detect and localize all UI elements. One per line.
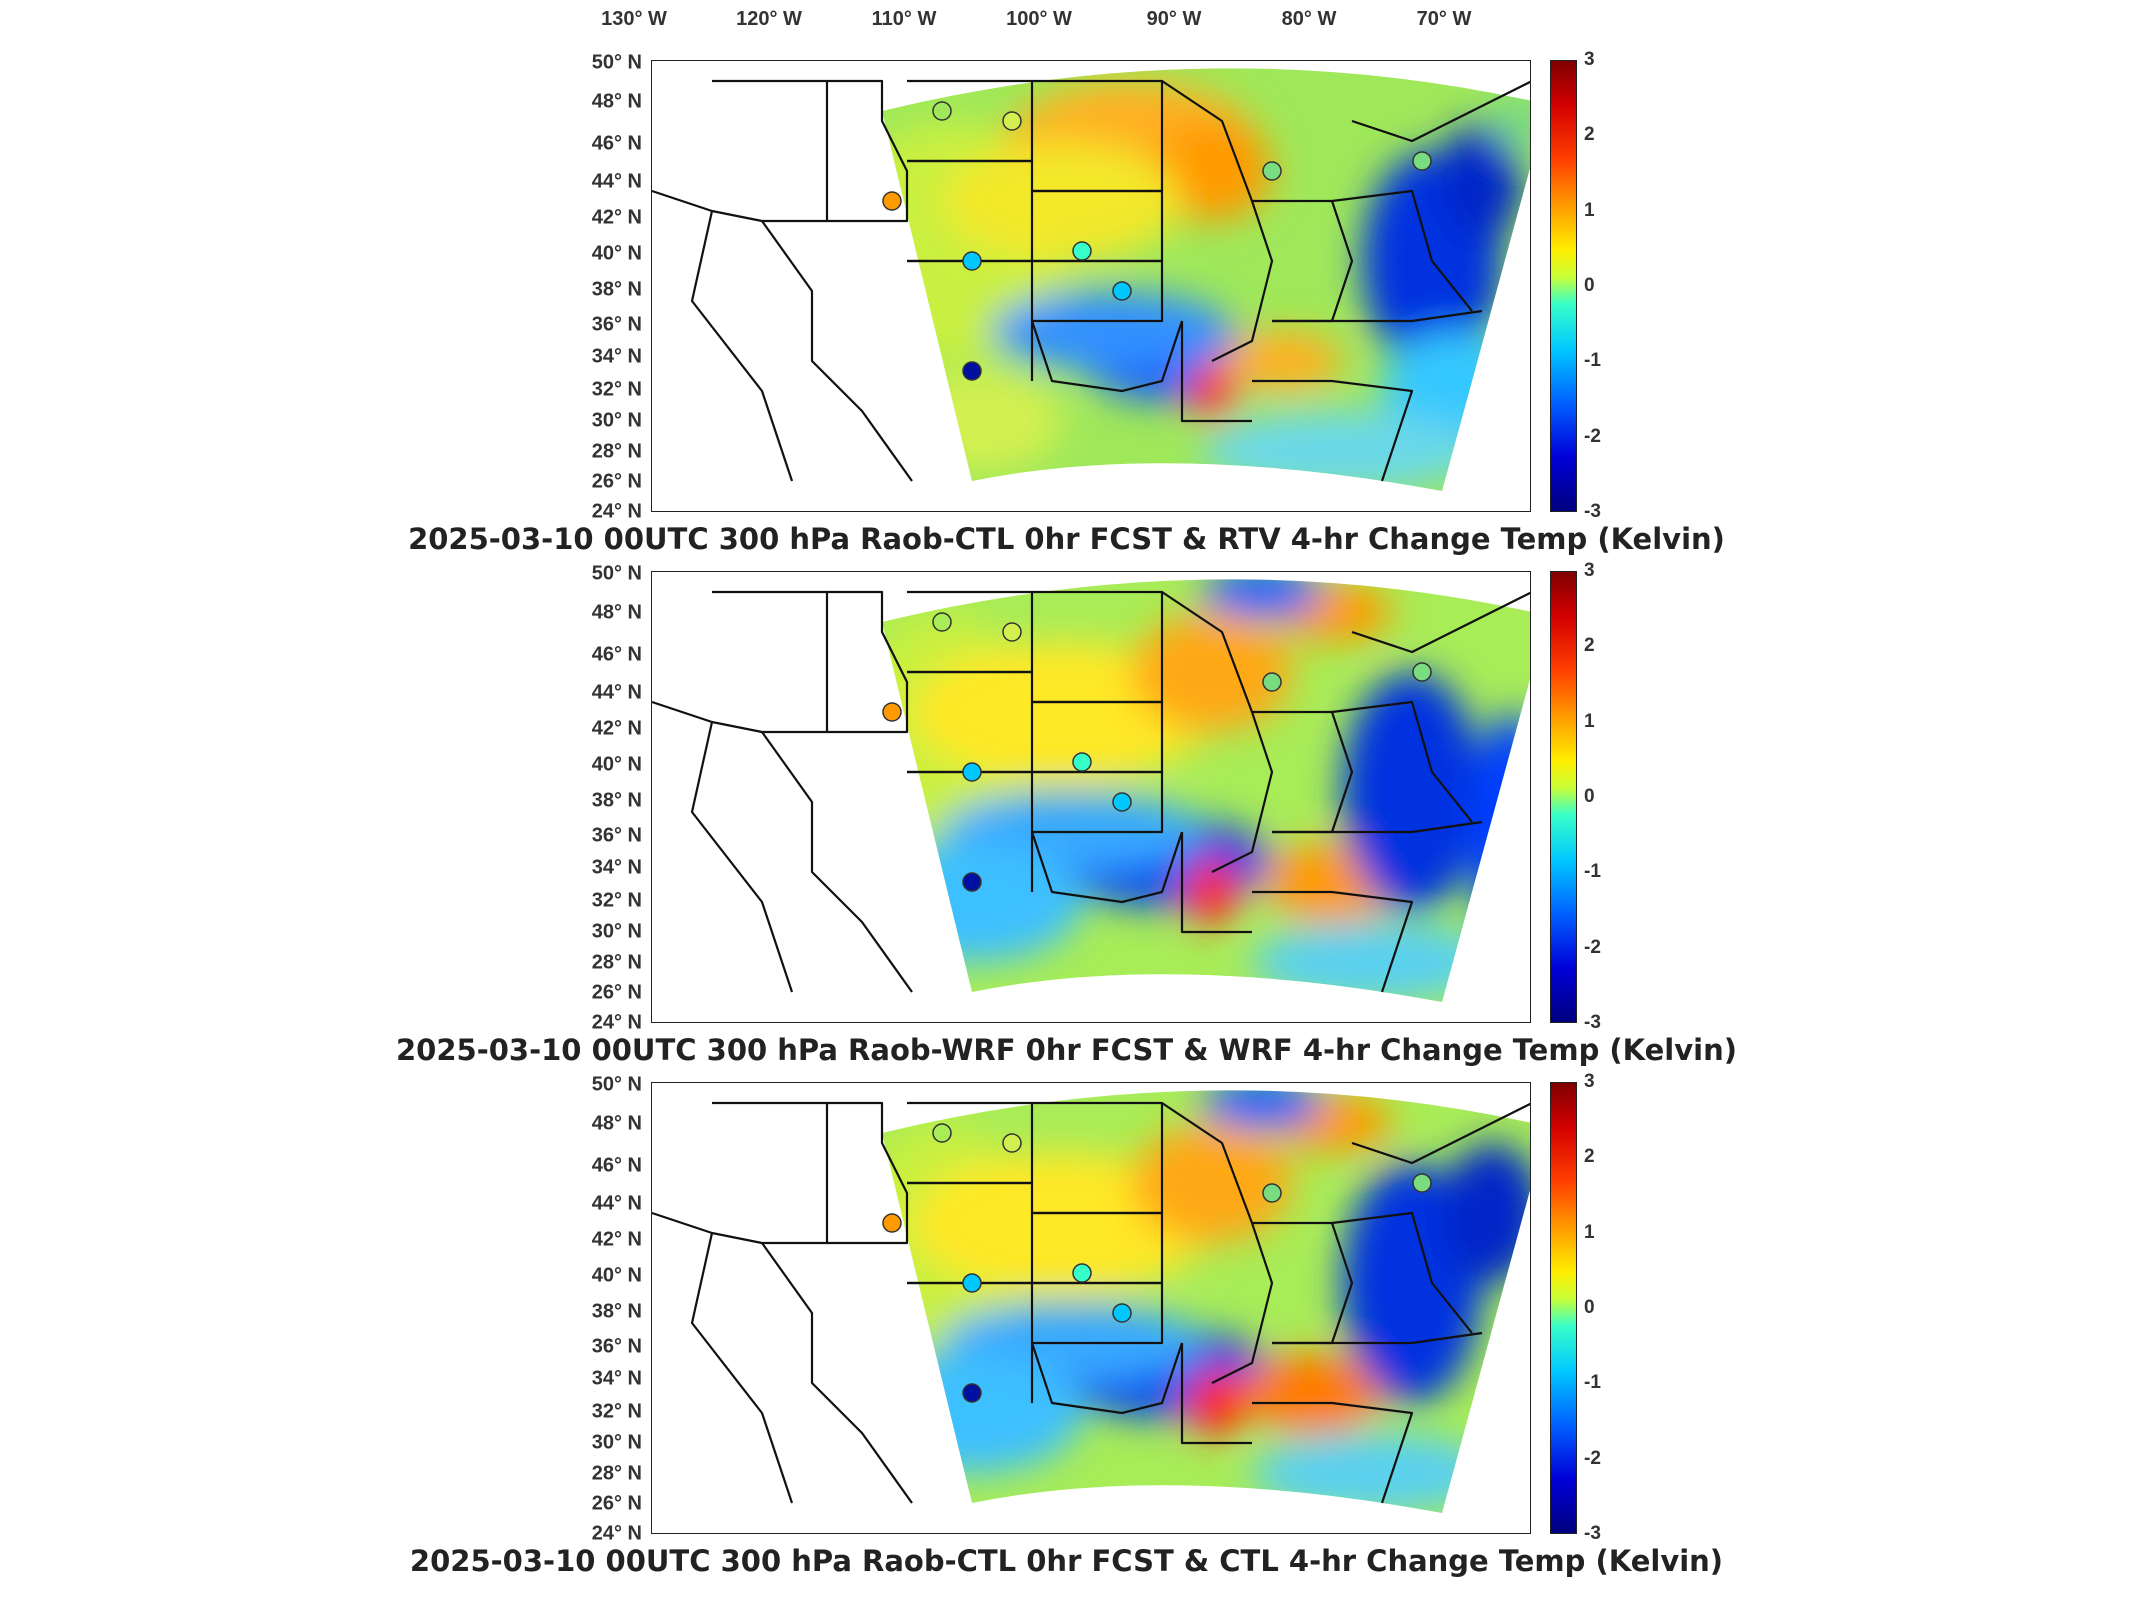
colorbar-tick: -2	[1584, 426, 1601, 447]
lat-label: 34° N	[591, 345, 642, 368]
colorbar-tick: -1	[1584, 1372, 1601, 1393]
lat-label: 46° N	[591, 643, 642, 666]
lat-label: 42° N	[591, 206, 642, 229]
lat-label: 40° N	[591, 753, 642, 776]
colorbar-tick: 3	[1584, 560, 1595, 581]
colorbar-tick: 1	[1584, 711, 1595, 732]
lat-label: 38° N	[591, 789, 642, 812]
colorbar-tick: -1	[1584, 861, 1601, 882]
lat-label: 50° N	[591, 51, 642, 74]
lat-label: 24° N	[591, 1011, 642, 1034]
lat-label: 44° N	[591, 1192, 642, 1215]
colorbar-tick: 2	[1584, 635, 1595, 656]
colorbar-tick: 3	[1584, 1071, 1595, 1092]
lat-label: 38° N	[591, 1300, 642, 1323]
lat-label: 28° N	[591, 1462, 642, 1485]
lat-label: 36° N	[591, 1335, 642, 1358]
map-graphic	[652, 579, 1530, 1002]
lat-label: 32° N	[591, 1400, 642, 1423]
lat-label: 48° N	[591, 1112, 642, 1135]
lat-label: 50° N	[591, 1073, 642, 1096]
colorbar	[1550, 571, 1577, 1023]
lon-label: 70° W	[1416, 8, 1472, 30]
colorbar-tick: -2	[1584, 1448, 1601, 1469]
lat-label: 46° N	[591, 132, 642, 155]
lat-label: 36° N	[591, 313, 642, 336]
lat-label: 46° N	[591, 1154, 642, 1177]
lat-label: 26° N	[591, 470, 642, 493]
lat-label: 32° N	[591, 378, 642, 401]
colorbar	[1550, 60, 1577, 512]
panel-title: 2025-03-10 00UTC 300 hPa Raob-CTL 0hr FC…	[409, 1544, 1724, 1578]
temperature-map	[651, 571, 1531, 1023]
colorbar-tick: -3	[1584, 1012, 1601, 1033]
colorbar-tick: 2	[1584, 124, 1595, 145]
lon-label: 110° W	[871, 8, 937, 30]
lat-label: 30° N	[591, 1431, 642, 1454]
lat-label: 38° N	[591, 278, 642, 301]
lat-label: 44° N	[591, 170, 642, 193]
colorbar-tick: -1	[1584, 350, 1601, 371]
lon-label: 90° W	[1146, 8, 1202, 30]
lat-label: 34° N	[591, 1367, 642, 1390]
lat-label: 48° N	[591, 601, 642, 624]
colorbar-tick: 1	[1584, 200, 1595, 221]
temperature-map	[651, 60, 1531, 512]
temperature-map	[651, 1082, 1531, 1534]
lon-label: 80° W	[1281, 8, 1337, 30]
colorbar-tick: 0	[1584, 786, 1595, 807]
lat-label: 30° N	[591, 409, 642, 432]
lat-label: 44° N	[591, 681, 642, 704]
lat-label: 42° N	[591, 717, 642, 740]
lat-label: 24° N	[591, 1522, 642, 1545]
lat-label: 42° N	[591, 1228, 642, 1251]
lat-label: 36° N	[591, 824, 642, 847]
panel-title: 2025-03-10 00UTC 300 hPa Raob-WRF 0hr FC…	[395, 1033, 1737, 1067]
colorbar-tick: 2	[1584, 1146, 1595, 1167]
colorbar-tick: 0	[1584, 275, 1595, 296]
map-graphic	[652, 68, 1530, 491]
colorbar-tick: 1	[1584, 1222, 1595, 1243]
colorbar-tick: -3	[1584, 501, 1601, 522]
lat-label: 34° N	[591, 856, 642, 879]
lat-label: 32° N	[591, 889, 642, 912]
lon-label: 130° W	[601, 8, 667, 30]
colorbar-tick: -2	[1584, 937, 1601, 958]
colorbar	[1550, 1082, 1577, 1534]
lat-label: 26° N	[591, 981, 642, 1004]
colorbar-tick: -3	[1584, 1523, 1601, 1544]
map-graphic	[652, 1090, 1530, 1513]
lon-label: 120° W	[736, 8, 802, 30]
lat-label: 30° N	[591, 920, 642, 943]
colorbar-tick: 0	[1584, 1297, 1595, 1318]
lat-label: 28° N	[591, 440, 642, 463]
panel-title: 2025-03-10 00UTC 300 hPa Raob-CTL 0hr FC…	[408, 522, 1725, 556]
longitude-axis: 130° W 120° W 110° W 100° W 90° W 80° W …	[0, 0, 2133, 40]
lat-label: 24° N	[591, 500, 642, 523]
lat-label: 40° N	[591, 242, 642, 265]
lat-label: 28° N	[591, 951, 642, 974]
lat-label: 48° N	[591, 90, 642, 113]
lat-label: 50° N	[591, 562, 642, 585]
lat-label: 26° N	[591, 1492, 642, 1515]
colorbar-tick: 3	[1584, 49, 1595, 70]
lon-label: 100° W	[1006, 8, 1072, 30]
lat-label: 40° N	[591, 1264, 642, 1287]
